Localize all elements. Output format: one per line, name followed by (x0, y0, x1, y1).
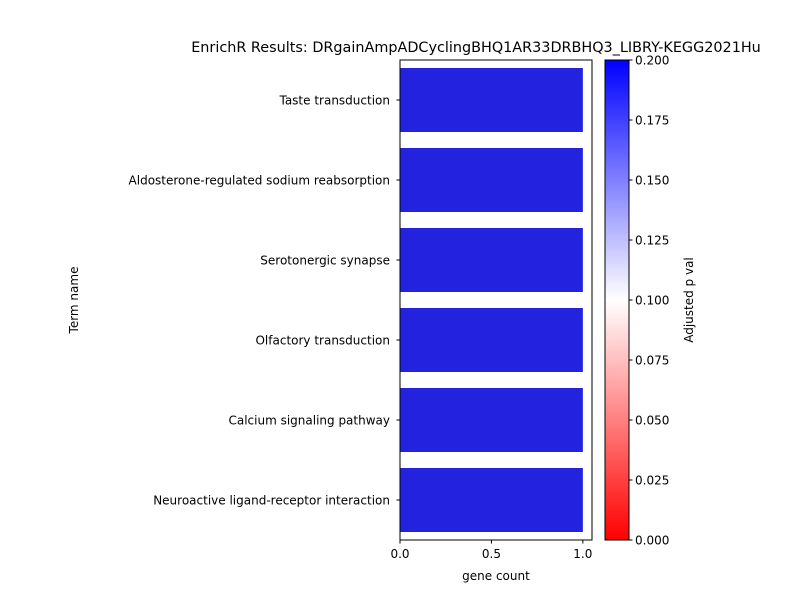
bar (400, 308, 583, 372)
colorbar-tick-label: 0.050 (635, 414, 669, 428)
chart-title: EnrichR Results: DRgainAmpADCyclingBHQ1A… (191, 40, 761, 56)
bar (400, 468, 583, 532)
colorbar-tick-label: 0.000 (635, 534, 669, 548)
colorbar-tick-label: 0.025 (635, 474, 669, 488)
x-tick-label: 1.0 (573, 547, 592, 561)
y-tick-label: Taste transduction (278, 94, 390, 108)
bar (400, 228, 583, 292)
plot-frame (399, 59, 593, 541)
colorbar (604, 59, 630, 541)
y-ticks-group: Taste transduction Aldosterone-regulated … (129, 94, 400, 508)
colorbar-label: Adjusted p val (682, 257, 696, 343)
colorbar-tick-label: 0.125 (635, 234, 669, 248)
x-ticks-group: 0.0 0.5 1.0 (390, 540, 592, 561)
bar (400, 388, 583, 452)
colorbar-tick-label: 0.175 (635, 114, 669, 128)
colorbar-tick-label: 0.075 (635, 354, 669, 368)
y-tick-label: Olfactory transduction (255, 334, 390, 348)
colorbar-ticks-group: 0.000 0.025 0.050 0.075 0.100 0.125 0.150 0.175… (629, 54, 669, 548)
colorbar-tick-label: 0.100 (635, 294, 669, 308)
y-tick-label: Aldosterone-regulated sodium reabsorptio… (129, 174, 390, 188)
x-tick-label: 0.0 (390, 547, 409, 561)
colorbar-tick-label: 0.200 (635, 54, 669, 68)
x-tick-label: 0.5 (482, 547, 501, 561)
y-tick-label: Calcium signaling pathway (228, 414, 390, 428)
y-tick-label: Serotonergic synapse (260, 254, 390, 268)
y-axis-label: Term name (67, 267, 81, 335)
bar (400, 68, 583, 132)
y-tick-label: Neuroactive ligand-receptor interaction (153, 494, 390, 508)
x-axis-label: gene count (462, 569, 530, 583)
colorbar-tick-label: 0.150 (635, 174, 669, 188)
bar (400, 148, 583, 212)
bars-group (400, 68, 583, 532)
